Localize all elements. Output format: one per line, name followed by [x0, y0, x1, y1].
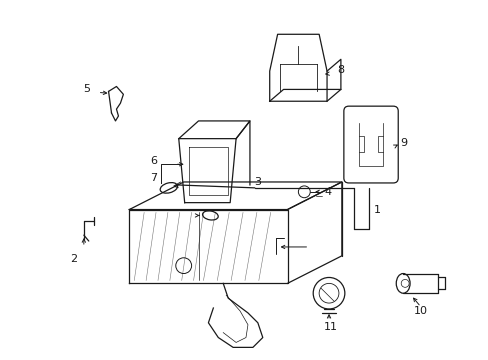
- Text: 6: 6: [150, 156, 157, 166]
- Text: 11: 11: [324, 322, 337, 332]
- Text: 5: 5: [82, 84, 90, 94]
- Text: 9: 9: [399, 138, 407, 148]
- Text: 7: 7: [150, 173, 157, 183]
- Text: 3: 3: [254, 177, 261, 187]
- Text: 1: 1: [373, 204, 380, 215]
- Text: 10: 10: [413, 306, 427, 316]
- Text: 8: 8: [336, 65, 344, 75]
- Text: 4: 4: [324, 187, 330, 197]
- Text: 2: 2: [70, 254, 78, 264]
